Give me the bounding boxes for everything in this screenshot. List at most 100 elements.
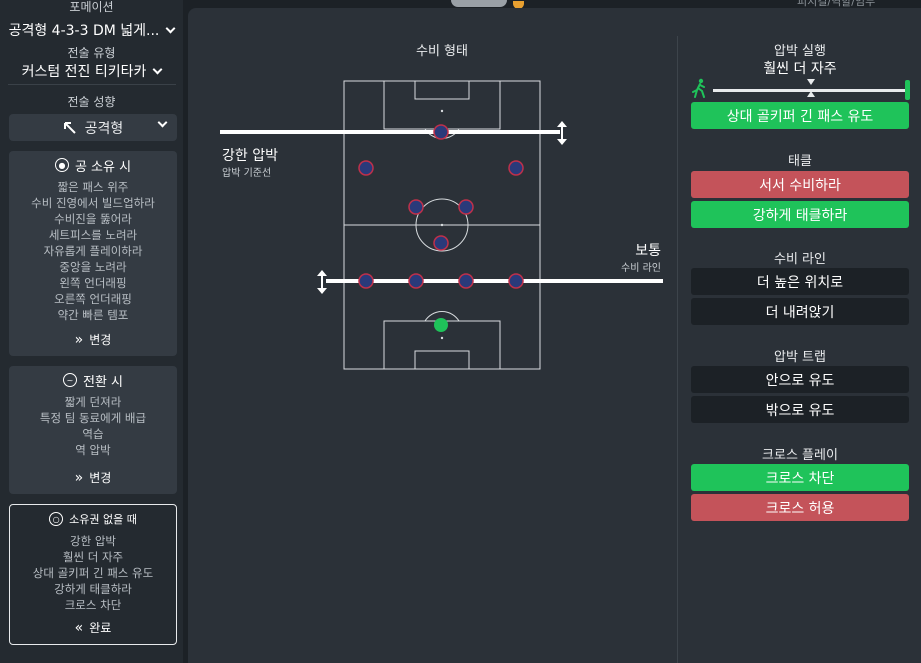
no-ball-icon: ○	[49, 512, 64, 526]
in-possession-panel: ● 공 소유 시 짧은 패스 위주 수비 진영에서 빌드업하라 수비진을 뚫어라…	[9, 151, 177, 356]
button-label: 변경	[89, 471, 112, 485]
top-penalty-spot	[440, 109, 444, 113]
def-line-title: 수비 라인	[774, 252, 826, 267]
transition-icon: ~	[62, 373, 77, 387]
bottom-penalty-arc	[424, 311, 460, 322]
style-select[interactable]: 공격형	[9, 114, 177, 141]
pitch-title: 수비 형태	[416, 44, 468, 59]
list-item: 특정 팀 동료에게 배급	[39, 411, 147, 425]
style-label: 전술 성향	[67, 95, 116, 109]
list-item: 오른쪽 언더래핑	[54, 292, 132, 306]
option-stay-on-feet[interactable]: 서서 수비하라	[691, 171, 909, 198]
tactic-type-select[interactable]: 커스텀 전진 티키타카	[0, 61, 183, 81]
player-marker	[508, 160, 524, 176]
pressing-title: 압박 실행	[774, 44, 826, 59]
avatar[interactable]	[451, 0, 507, 7]
option-trap-inside[interactable]: 안으로 유도	[691, 366, 909, 393]
defensive-line-handle-icon	[317, 270, 327, 294]
bottom-penalty-spot	[440, 336, 444, 340]
formation-select[interactable]: 공격형 4-3-3 DM 넓게...	[0, 20, 183, 40]
button-label: 변경	[89, 333, 112, 347]
option-stop-crosses[interactable]: 크로스 차단	[691, 464, 909, 491]
list-item: 강하게 태클하라	[54, 582, 132, 596]
list-item: 강한 압박	[70, 534, 116, 548]
tactic-type-value: 커스텀 전진 티키타카	[21, 64, 147, 80]
list-item: 약간 빠른 템포	[57, 308, 129, 322]
list-item: 역습	[82, 427, 104, 441]
list-item: 세트피스를 노려라	[48, 228, 138, 242]
press-line-handle-icon	[557, 121, 567, 145]
player-marker	[408, 199, 424, 215]
def-line-label: 보통	[635, 243, 661, 259]
slider-marker	[807, 91, 815, 97]
arrow-diagonal-icon	[63, 121, 76, 134]
running-player-icon	[692, 78, 705, 98]
pressing-slider[interactable]	[713, 89, 906, 92]
out-of-possession-title-text: 소유권 없을 때	[69, 513, 137, 526]
list-item: 크로스 차단	[64, 598, 122, 612]
slider-marker	[807, 79, 815, 85]
def-line-sub: 수비 라인	[621, 263, 661, 274]
transition-list: 짧게 던져라 특정 팀 동료에게 배급 역습 역 압박	[9, 394, 177, 458]
tackling-title: 태클	[788, 154, 812, 169]
player-marker	[433, 235, 449, 251]
top-penalty-box	[383, 80, 501, 130]
list-item: 역 압박	[75, 443, 111, 457]
transition-title: ~ 전환 시	[9, 372, 177, 390]
player-marker	[433, 124, 449, 140]
top-right-tab[interactable]: 피지컬/역할/임무	[797, 0, 876, 8]
divider	[8, 84, 176, 85]
option-trap-outside[interactable]: 밖으로 유도	[691, 396, 909, 423]
out-of-possession-list: 강한 압박 훨씬 더 자주 상대 골키퍼 긴 패스 유도 강하게 태클하라 크로…	[10, 533, 176, 613]
center-circle	[415, 198, 469, 252]
double-chevron-left-icon: «	[74, 619, 84, 636]
ball-icon: ●	[54, 158, 69, 172]
list-item: 짧게 던져라	[64, 395, 122, 409]
list-item: 수비진을 뚫어라	[54, 212, 132, 226]
top-goal-box	[414, 80, 470, 100]
list-item: 중앙을 노려라	[59, 260, 127, 274]
player-marker	[358, 160, 374, 176]
center-spot	[440, 223, 444, 227]
list-item: 자유롭게 플레이하라	[43, 244, 143, 258]
press-trap-title: 압박 트랩	[774, 350, 826, 365]
list-item: 훨씬 더 자주	[62, 550, 124, 564]
out-of-possession-panel: ○ 소유권 없을 때 강한 압박 훨씬 더 자주 상대 골키퍼 긴 패스 유도 …	[9, 504, 177, 645]
in-possession-title-text: 공 소유 시	[74, 159, 132, 175]
player-marker	[508, 273, 524, 289]
transition-change-button[interactable]: » 변경	[9, 469, 177, 486]
double-chevron-right-icon: »	[74, 331, 84, 348]
press-line-sub: 압박 기준선	[222, 168, 272, 179]
list-item: 수비 진영에서 빌드업하라	[31, 196, 155, 210]
in-possession-change-button[interactable]: » 변경	[9, 331, 177, 348]
pressing-slider-handle[interactable]	[905, 80, 910, 100]
cross-play-title: 크로스 플레이	[762, 448, 838, 463]
in-possession-list: 짧은 패스 위주 수비 진영에서 빌드업하라 수비진을 뚫어라 세트피스를 노려…	[9, 179, 177, 323]
out-of-possession-done-button[interactable]: « 완료	[10, 619, 176, 636]
formation-value: 공격형 4-3-3 DM 넓게...	[8, 23, 160, 39]
button-label: 완료	[89, 621, 112, 635]
player-marker	[458, 199, 474, 215]
double-chevron-right-icon: »	[74, 469, 84, 486]
press-line-label: 강한 압박	[222, 148, 278, 164]
option-gk-long-pass[interactable]: 상대 골키퍼 긴 패스 유도	[691, 102, 909, 129]
player-marker	[458, 273, 474, 289]
pressing-value: 훨씬 더 자주	[763, 61, 837, 77]
option-lower-line[interactable]: 더 내려앉기	[691, 298, 909, 325]
out-of-possession-title: ○ 소유권 없을 때	[10, 511, 176, 527]
player-marker	[408, 273, 424, 289]
sidebar: 포메이션 공격형 4-3-3 DM 넓게... 전술 유형 커스텀 전진 티키타…	[0, 0, 183, 663]
goalkeeper-marker	[434, 318, 448, 332]
in-possession-title: ● 공 소유 시	[9, 157, 177, 175]
divider	[677, 36, 678, 663]
badge-icon	[513, 1, 524, 9]
option-tackle-harder[interactable]: 강하게 태클하라	[691, 201, 909, 228]
transition-title-text: 전환 시	[82, 374, 123, 390]
tactic-type-label: 전술 유형	[67, 46, 116, 60]
list-item: 왼쪽 언더래핑	[59, 276, 127, 290]
option-allow-crosses[interactable]: 크로스 허용	[691, 494, 909, 521]
bottom-goal-box	[414, 350, 470, 370]
option-higher-line[interactable]: 더 높은 위치로	[691, 268, 909, 295]
player-marker	[358, 273, 374, 289]
